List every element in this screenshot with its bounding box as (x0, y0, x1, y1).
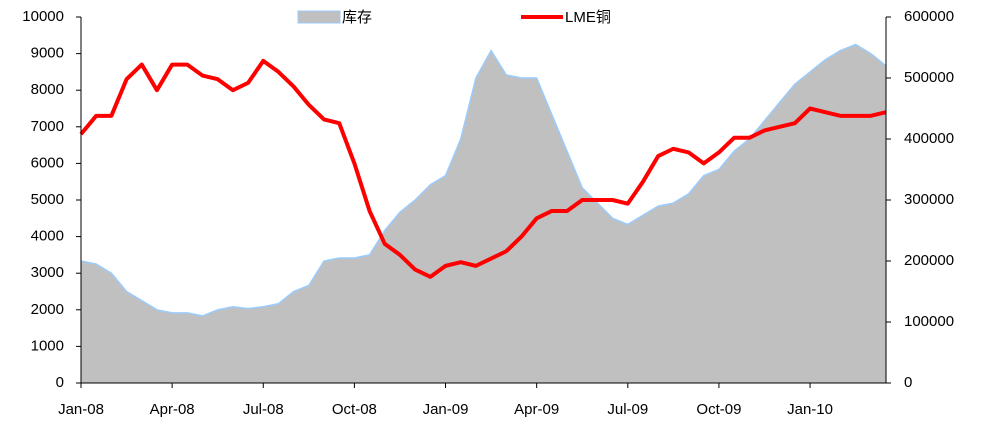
y-tick-label: 10000 (22, 8, 64, 25)
x-tick-label: Jan-09 (423, 401, 469, 418)
x-tick-label: Jul-09 (607, 401, 648, 418)
y2-tick-label: 500000 (904, 69, 954, 86)
y2-tick-label: 600000 (904, 8, 954, 25)
y-tick-label: 1000 (31, 337, 64, 354)
x-tick-label: Apr-08 (150, 401, 195, 418)
y-tick-label: 4000 (31, 228, 64, 245)
x-tick-label: Jul-08 (243, 401, 284, 418)
x-tick-label: Apr-09 (514, 401, 559, 418)
y2-tick-label: 200000 (904, 252, 954, 269)
y-tick-label: 9000 (31, 45, 64, 62)
y2-tick-label: 300000 (904, 191, 954, 208)
y-tick-label: 3000 (31, 264, 64, 281)
y-tick-label: 2000 (31, 301, 64, 318)
y-tick-label: 5000 (31, 191, 64, 208)
x-tick-label: Jan-08 (58, 401, 104, 418)
y2-tick-label: 100000 (904, 313, 954, 330)
x-tick-label: Oct-08 (332, 401, 377, 418)
x-tick-label: Oct-09 (696, 401, 741, 418)
y-tick-label: 6000 (31, 154, 64, 171)
legend-swatch (297, 10, 341, 24)
x-tick-label: Jan-10 (787, 401, 833, 418)
y-tick-label: 7000 (31, 118, 64, 135)
line (79, 58, 887, 279)
area (81, 44, 886, 383)
y2-tick-label: 400000 (904, 130, 954, 147)
y-tick-label: 8000 (31, 81, 64, 98)
legend-label: 库存 (342, 9, 372, 26)
legend-label: LME铜 (565, 9, 611, 26)
y-tick-label: 0 (56, 374, 64, 391)
y2-tick-label: 0 (904, 374, 912, 391)
